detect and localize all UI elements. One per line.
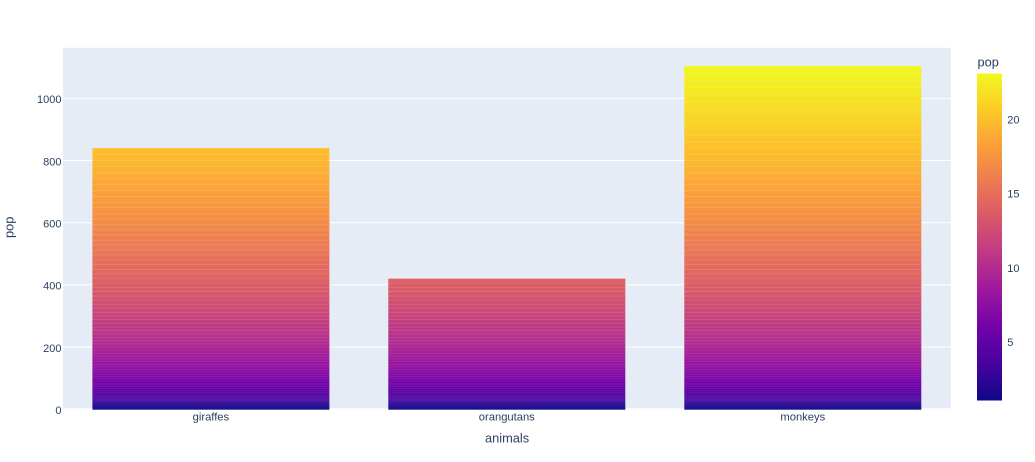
- svg-text:200: 200: [43, 343, 61, 355]
- svg-text:15: 15: [1007, 189, 1019, 201]
- svg-text:monkeys: monkeys: [780, 411, 825, 423]
- svg-text:pop: pop: [978, 55, 999, 70]
- svg-text:orangutans: orangutans: [479, 411, 535, 423]
- svg-text:20: 20: [1007, 114, 1019, 126]
- svg-text:600: 600: [43, 219, 61, 231]
- svg-text:400: 400: [43, 281, 61, 293]
- svg-text:10: 10: [1007, 263, 1019, 275]
- svg-text:animals: animals: [485, 431, 529, 446]
- svg-text:0: 0: [55, 405, 61, 417]
- svg-text:5: 5: [1007, 337, 1013, 349]
- svg-text:giraffes: giraffes: [193, 411, 230, 423]
- svg-text:pop: pop: [1, 217, 16, 238]
- svg-text:1000: 1000: [37, 94, 61, 106]
- svg-text:800: 800: [43, 156, 61, 168]
